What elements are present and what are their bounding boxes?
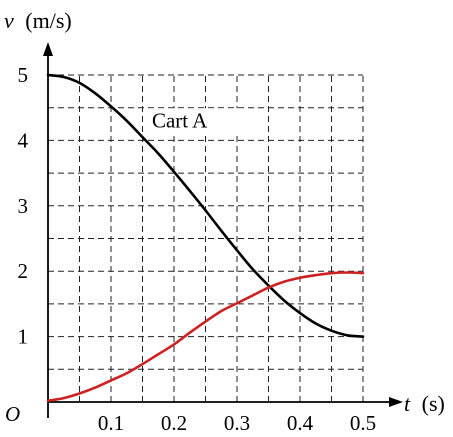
x-axis-title: t (s) bbox=[404, 391, 445, 416]
y-tick-label: 4 bbox=[18, 128, 29, 152]
y-tick-label: 2 bbox=[18, 259, 29, 283]
y-tick-label: 1 bbox=[18, 325, 29, 349]
x-tick-label: 0.2 bbox=[161, 411, 187, 435]
y-axis-arrow-icon bbox=[43, 42, 53, 56]
axes bbox=[43, 42, 403, 418]
y-tick-label: 3 bbox=[18, 194, 29, 218]
x-axis-variable: t bbox=[404, 391, 411, 416]
x-tick-label: 0.1 bbox=[98, 411, 124, 435]
y-axis-title: v (m/s) bbox=[4, 8, 72, 33]
origin-label: O bbox=[5, 402, 20, 426]
x-tick-label: 0.3 bbox=[224, 411, 250, 435]
x-tick-label: 0.5 bbox=[350, 411, 376, 435]
y-axis-unit: (m/s) bbox=[25, 8, 71, 33]
y-axis-variable: v bbox=[4, 8, 14, 33]
annotations: Cart A bbox=[148, 108, 244, 133]
x-tick-label: 0.4 bbox=[287, 411, 314, 435]
y-tick-label: 5 bbox=[18, 63, 29, 87]
annotation-label: Cart A bbox=[152, 108, 208, 132]
x-axis-unit: (s) bbox=[422, 391, 445, 416]
x-axis-arrow-icon bbox=[389, 397, 403, 407]
